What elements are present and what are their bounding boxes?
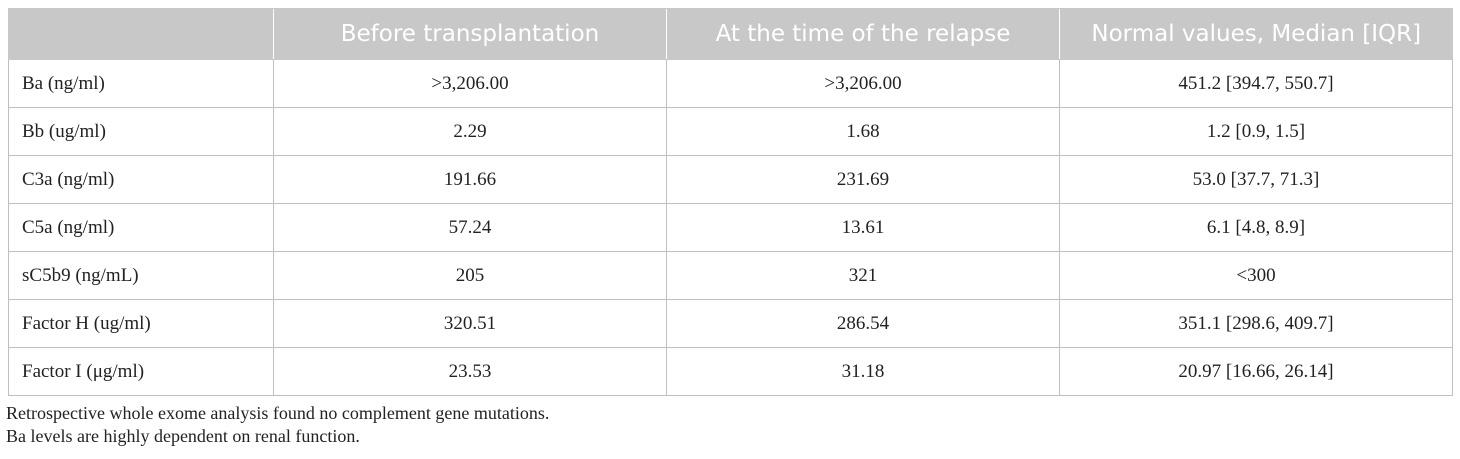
table-cell: 320.51 <box>273 299 667 348</box>
row-label: sC5b9 (ng/mL) <box>8 251 274 300</box>
table-cell: 231.69 <box>666 155 1060 204</box>
table-cell: 57.24 <box>273 203 667 252</box>
table-footnotes: Retrospective whole exome analysis found… <box>6 402 549 448</box>
table-row: sC5b9 (ng/mL) 205 321 <300 <box>8 251 1453 300</box>
table-row: Bb (ug/ml) 2.29 1.68 1.2 [0.9, 1.5] <box>8 107 1453 156</box>
table-row: Factor H (ug/ml) 320.51 286.54 351.1 [29… <box>8 299 1453 348</box>
row-label: Ba (ng/ml) <box>8 59 274 108</box>
table-cell: 6.1 [4.8, 8.9] <box>1059 203 1453 252</box>
row-label: C5a (ng/ml) <box>8 203 274 252</box>
row-label: Factor H (ug/ml) <box>8 299 274 348</box>
row-label: Factor I (μg/ml) <box>8 347 274 396</box>
table-cell: 1.2 [0.9, 1.5] <box>1059 107 1453 156</box>
row-label: Bb (ug/ml) <box>8 107 274 156</box>
table-cell: 2.29 <box>273 107 667 156</box>
table-cell: <300 <box>1059 251 1453 300</box>
data-table-container: Before transplantation At the time of th… <box>8 8 1453 396</box>
table-cell: 451.2 [394.7, 550.7] <box>1059 59 1453 108</box>
header-cell-normal-values: Normal values, Median [IQR] <box>1059 8 1453 60</box>
table-cell: 351.1 [298.6, 409.7] <box>1059 299 1453 348</box>
table-row: C3a (ng/ml) 191.66 231.69 53.0 [37.7, 71… <box>8 155 1453 204</box>
footnote: Ba levels are highly dependent on renal … <box>6 426 360 446</box>
table-cell: 31.18 <box>666 347 1060 396</box>
header-cell-empty <box>8 8 274 60</box>
table-cell: 53.0 [37.7, 71.3] <box>1059 155 1453 204</box>
table-row: Ba (ng/ml) >3,206.00 >3,206.00 451.2 [39… <box>8 59 1453 108</box>
header-cell-at-relapse: At the time of the relapse <box>666 8 1060 60</box>
complement-table: Before transplantation At the time of th… <box>8 8 1453 396</box>
table-cell: 13.61 <box>666 203 1060 252</box>
header-cell-before-transplantation: Before transplantation <box>273 8 667 60</box>
table-cell: 321 <box>666 251 1060 300</box>
table-cell: 286.54 <box>666 299 1060 348</box>
table-cell: >3,206.00 <box>666 59 1060 108</box>
row-label: C3a (ng/ml) <box>8 155 274 204</box>
footnote: Retrospective whole exome analysis found… <box>6 403 550 423</box>
table-row: C5a (ng/ml) 57.24 13.61 6.1 [4.8, 8.9] <box>8 203 1453 252</box>
table-cell: 191.66 <box>273 155 667 204</box>
table-cell: 205 <box>273 251 667 300</box>
table-cell: 1.68 <box>666 107 1060 156</box>
header-row: Before transplantation At the time of th… <box>8 8 1453 60</box>
table-row: Factor I (μg/ml) 23.53 31.18 20.97 [16.6… <box>8 347 1453 396</box>
table-cell: 20.97 [16.66, 26.14] <box>1059 347 1453 396</box>
table-cell: 23.53 <box>273 347 667 396</box>
table-cell: >3,206.00 <box>273 59 667 108</box>
